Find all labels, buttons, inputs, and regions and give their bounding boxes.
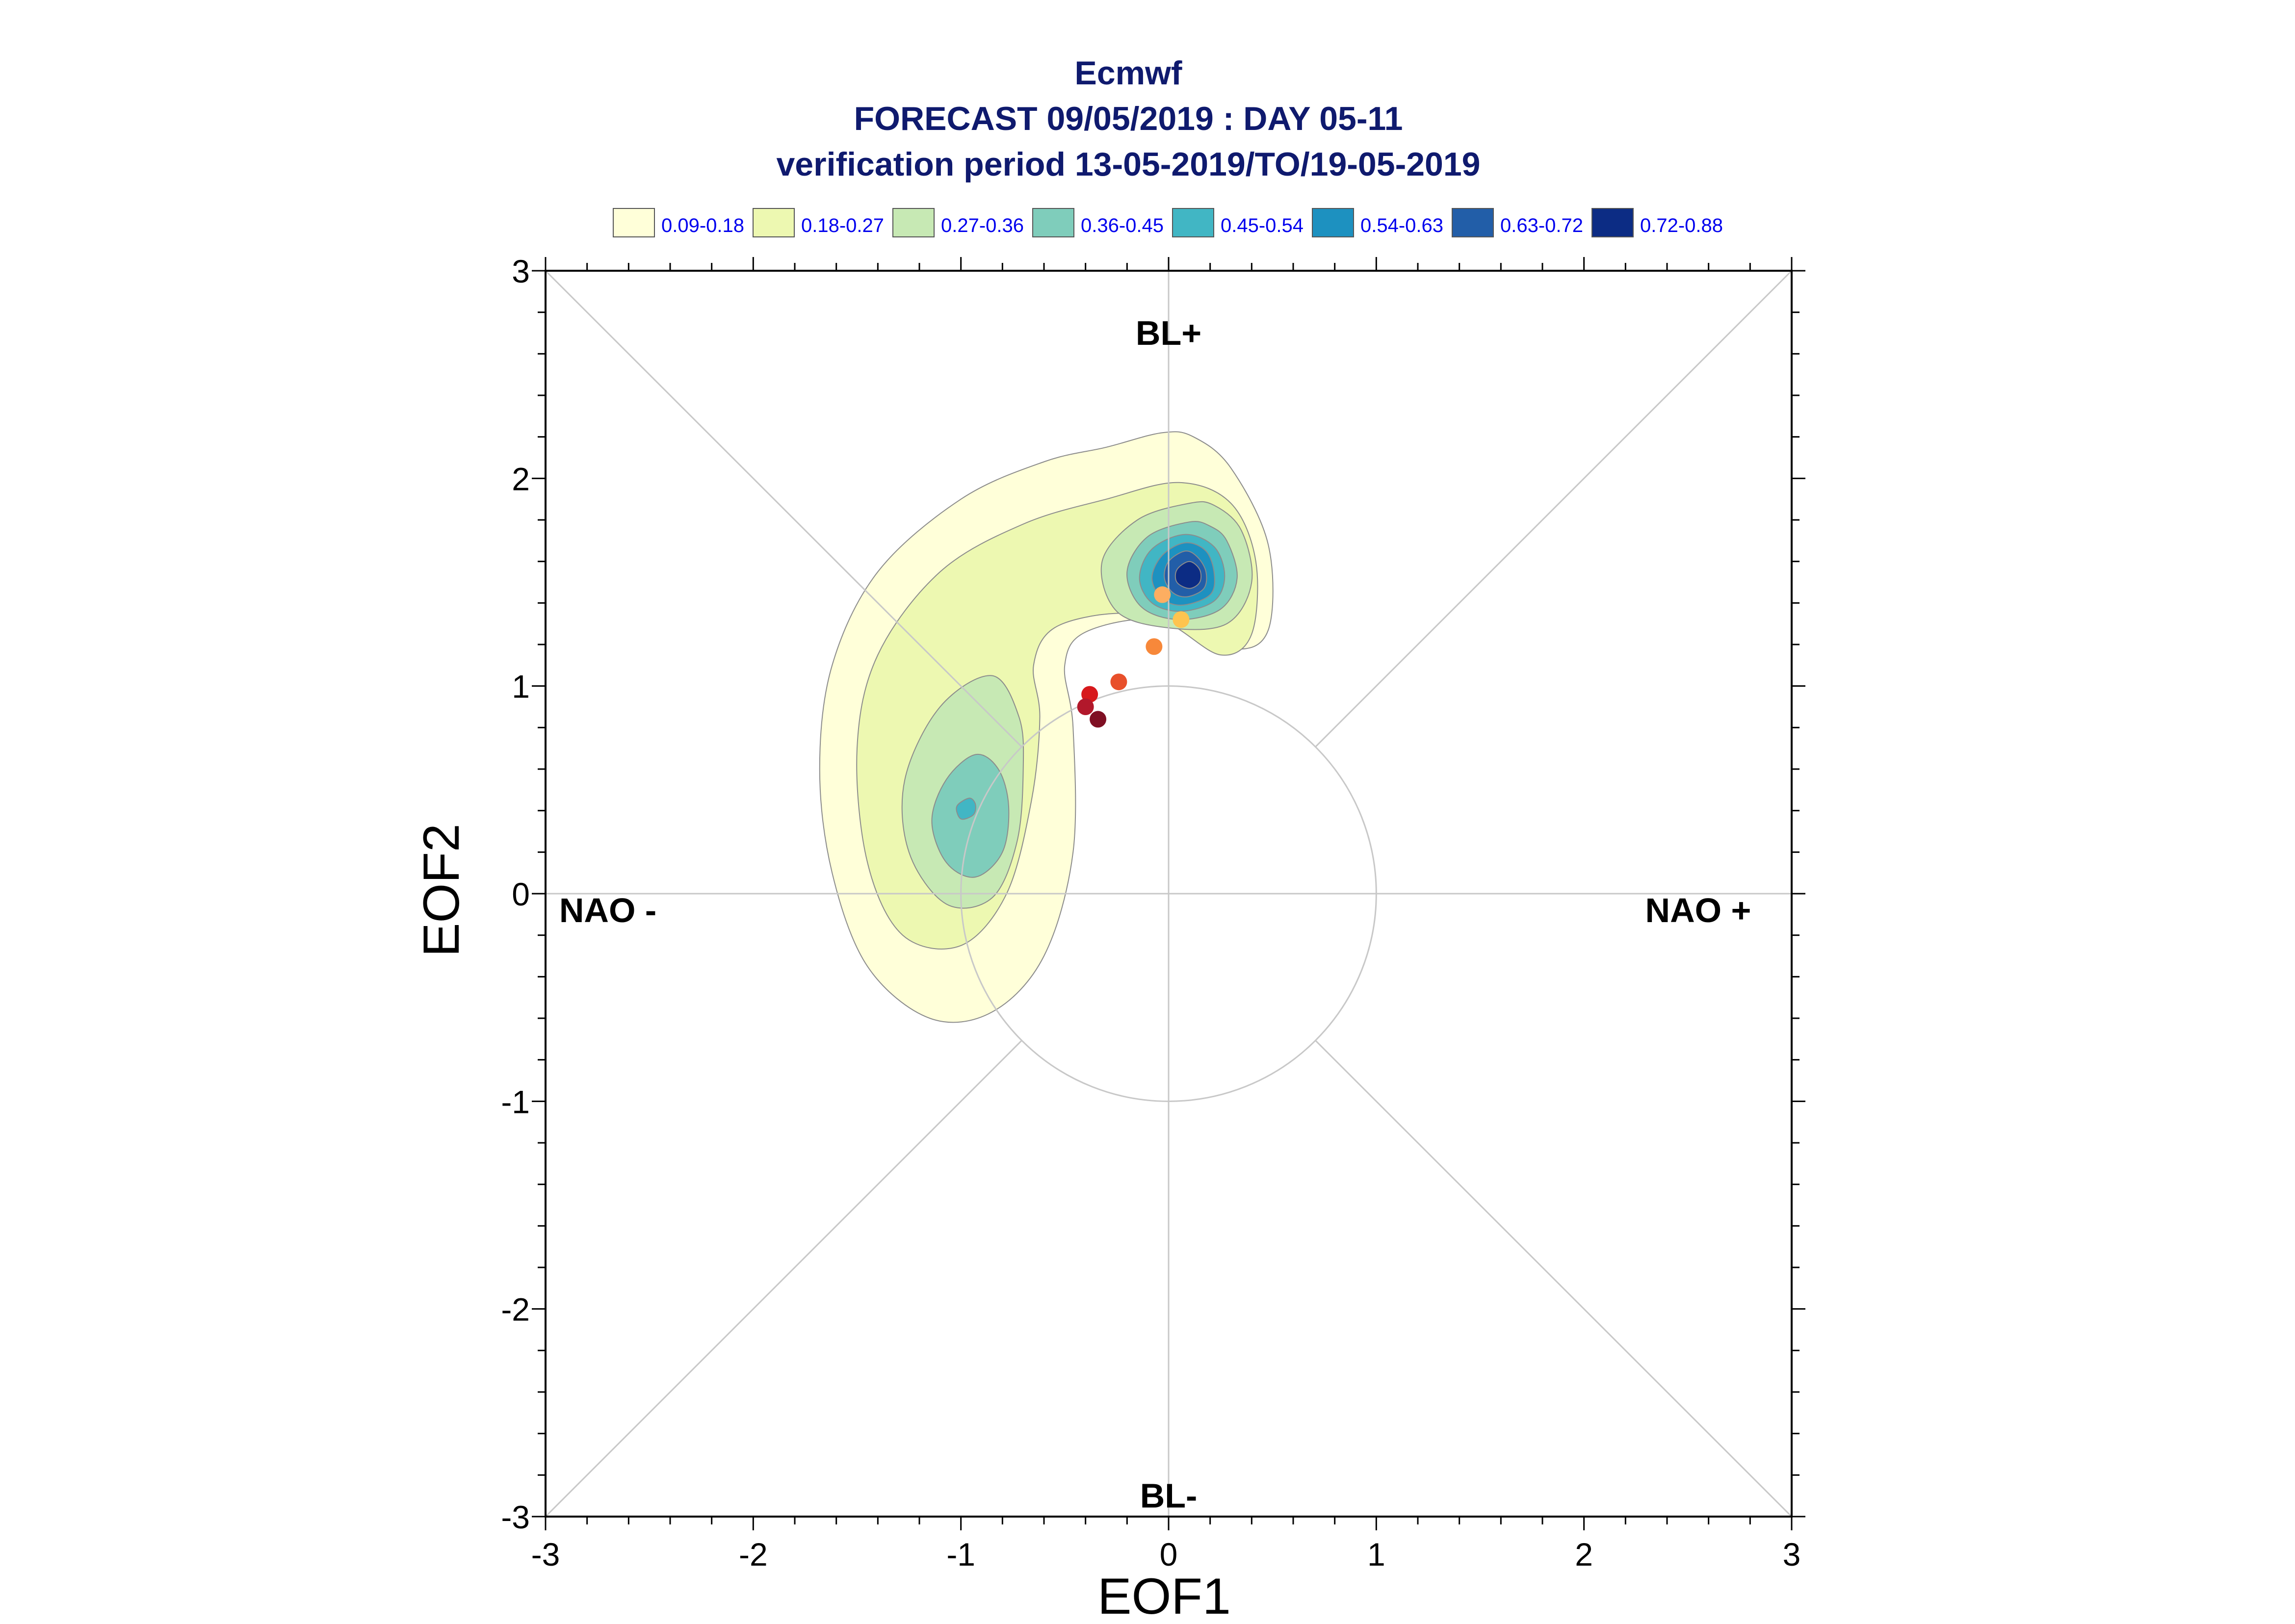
forecast-point <box>1090 711 1107 728</box>
y-tick-label: -3 <box>501 1499 530 1535</box>
x-tick-label: 0 <box>1160 1536 1178 1572</box>
x-tick-label: 1 <box>1367 1536 1385 1572</box>
legend-swatch <box>613 208 655 237</box>
legend-swatch <box>1452 208 1494 237</box>
legend-label: 0.45-0.54 <box>1221 215 1304 236</box>
y-tick-label: 0 <box>512 876 530 912</box>
legend-label: 0.27-0.36 <box>941 215 1024 236</box>
legend-swatch <box>892 208 935 237</box>
x-tick-label: -3 <box>531 1536 560 1572</box>
y-tick-label: 3 <box>512 253 530 289</box>
x-axis-title: EOF1 <box>1097 1568 1231 1624</box>
legend-swatch <box>1032 208 1074 237</box>
density-contours <box>819 431 1274 1023</box>
y-tick-label: 2 <box>512 461 530 497</box>
forecast-points <box>1077 586 1190 728</box>
y-axis-title: EOF2 <box>413 824 470 957</box>
diagonal-line <box>545 270 1022 748</box>
legend-swatch <box>1312 208 1354 237</box>
forecast-point <box>1154 586 1171 603</box>
chart-title: Ecmwf <box>1074 54 1182 92</box>
diagonal-line <box>1315 270 1793 748</box>
x-tick-label: -1 <box>946 1536 975 1572</box>
density-contour <box>1174 561 1202 589</box>
regime-label: BL- <box>1140 1477 1198 1515</box>
y-tick-label: -2 <box>501 1291 530 1328</box>
x-tick-label: 3 <box>1783 1536 1801 1572</box>
legend-label: 0.72-0.88 <box>1640 215 1723 236</box>
regime-label: NAO - <box>559 891 656 929</box>
density-contour <box>956 798 976 820</box>
legend-label: 0.54-0.63 <box>1360 215 1443 236</box>
guide-lines <box>545 270 1793 1518</box>
legend-label: 0.09-0.18 <box>661 215 744 236</box>
legend-label: 0.36-0.45 <box>1081 215 1164 236</box>
axes-frame: -3 -2 -1 0 1 2 3 -3 -2 -1 0 1 2 3 <box>501 253 1805 1572</box>
x-tick-label: 2 <box>1575 1536 1593 1572</box>
y-tick-label: 1 <box>512 669 530 705</box>
diagonal-line <box>545 1040 1022 1518</box>
legend-swatch <box>1591 208 1634 237</box>
regime-labels: BL+ BL- NAO - NAO + <box>559 314 1751 1515</box>
forecast-point <box>1077 698 1094 715</box>
legend-label: 0.18-0.27 <box>801 215 884 236</box>
x-tick-label: -2 <box>739 1536 768 1572</box>
regime-label: BL+ <box>1136 314 1201 352</box>
plot-area: -3 -2 -1 0 1 2 3 -3 -2 -1 0 1 2 3 BL+ BL- NAO - NAO + <box>501 253 1805 1572</box>
legend-swatch <box>753 208 795 237</box>
chart-subtitle: FORECAST 09/05/2019 : DAY 05-11 <box>854 100 1403 137</box>
forecast-point <box>1173 611 1190 628</box>
density-legend: 0.09-0.18 0.18-0.27 0.27-0.36 0.36-0.45 0.45… <box>613 208 1723 237</box>
legend-label: 0.63-0.72 <box>1500 215 1583 236</box>
diagonal-line <box>1315 1040 1793 1518</box>
unit-circle <box>960 685 1377 1102</box>
regime-label: NAO + <box>1645 891 1751 929</box>
verification-period: verification period 13-05-2019/TO/19-05-… <box>776 146 1480 183</box>
y-tick-label: -1 <box>501 1083 530 1120</box>
forecast-point <box>1110 673 1127 691</box>
forecast-point <box>1146 638 1163 655</box>
legend-swatch <box>1172 208 1214 237</box>
